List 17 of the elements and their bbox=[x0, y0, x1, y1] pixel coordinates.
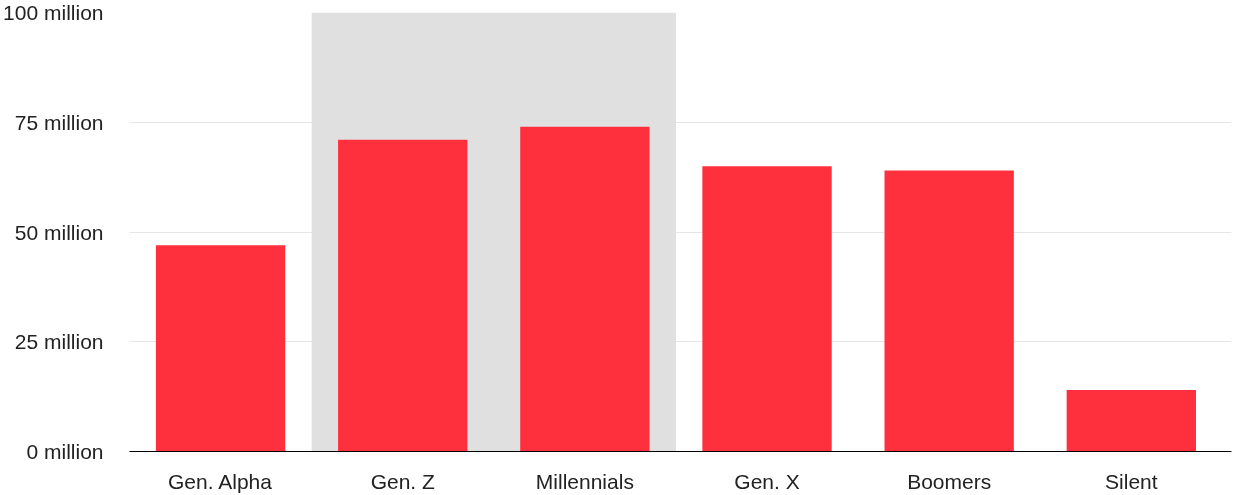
x-tick-label: Silent bbox=[1105, 469, 1158, 493]
bar bbox=[520, 126, 650, 452]
bar bbox=[155, 245, 286, 452]
x-tick-label: Millennials bbox=[535, 469, 634, 493]
bar bbox=[884, 170, 1014, 452]
y-tick-label: 100 million bbox=[3, 1, 104, 24]
x-tick-label: Gen. X bbox=[734, 469, 800, 493]
bar bbox=[338, 139, 468, 452]
y-tick-label: 0 million bbox=[26, 440, 104, 463]
x-tick-label: Gen. Alpha bbox=[168, 469, 273, 493]
y-tick-label: 50 million bbox=[14, 220, 104, 244]
x-tick-label: Boomers bbox=[907, 469, 992, 493]
y-tick-label: 75 million bbox=[14, 110, 104, 134]
bar bbox=[702, 166, 832, 452]
y-tick-label: 25 million bbox=[14, 330, 104, 354]
x-tick-label: Gen. Z bbox=[370, 469, 435, 493]
bar bbox=[1066, 390, 1196, 452]
